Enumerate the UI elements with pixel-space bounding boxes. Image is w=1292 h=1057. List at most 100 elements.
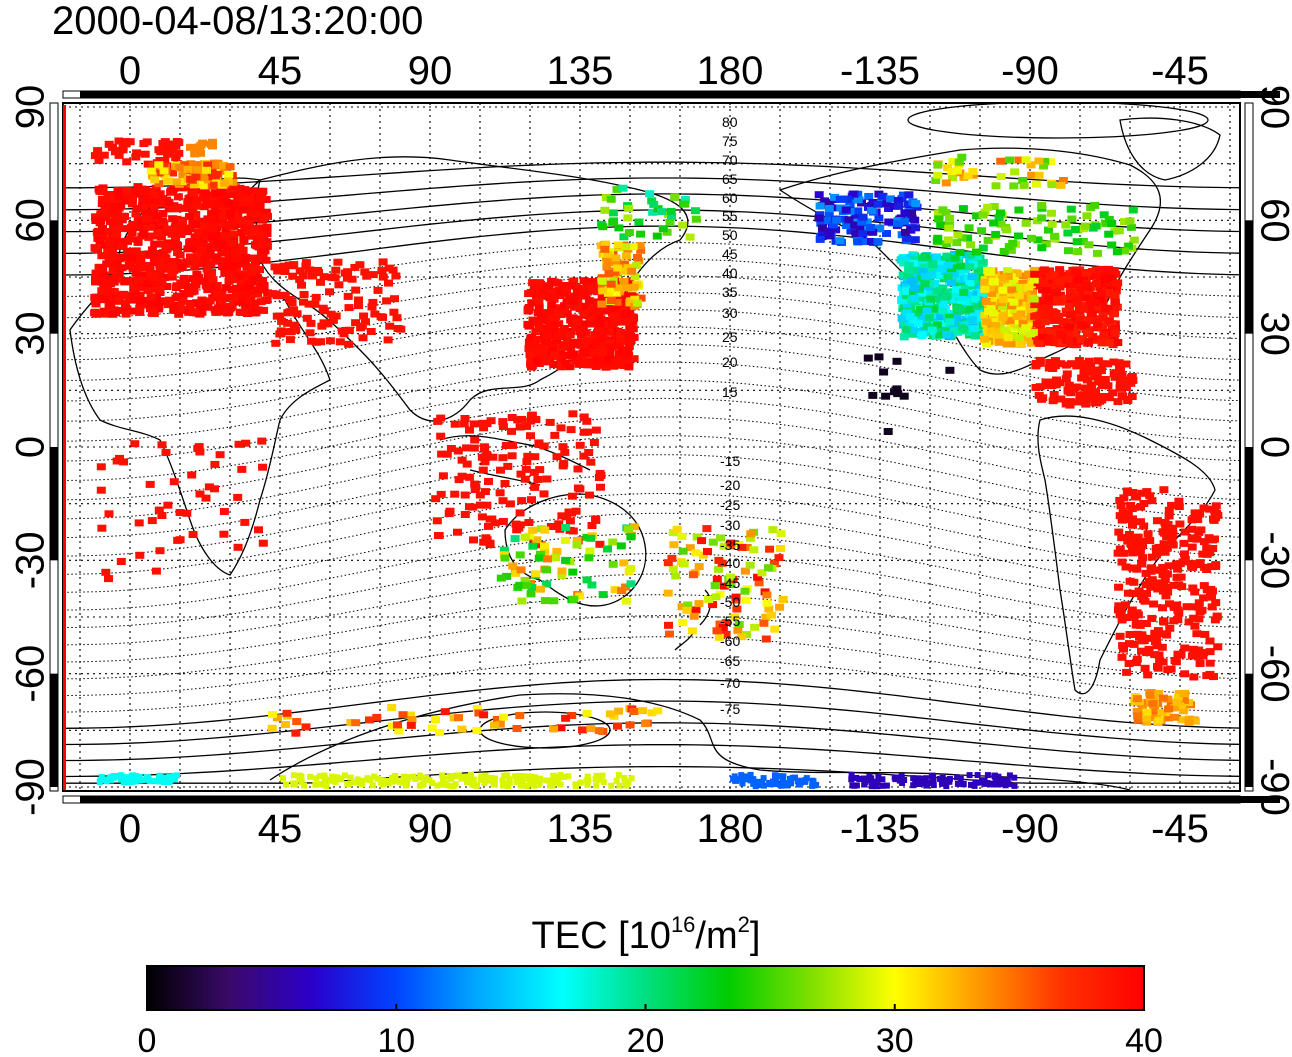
tec-cell bbox=[1065, 323, 1074, 331]
top-lon-tick-label: 0 bbox=[119, 49, 141, 93]
tec-cell bbox=[150, 240, 160, 248]
tec-cell bbox=[1132, 695, 1142, 703]
tec-cell bbox=[570, 292, 580, 300]
tec-cell bbox=[1016, 306, 1026, 314]
tec-cell bbox=[1002, 340, 1012, 348]
contour-label: -50 bbox=[720, 594, 740, 610]
contour-label: -60 bbox=[720, 633, 740, 649]
tec-cell bbox=[108, 207, 118, 215]
tec-cell bbox=[992, 777, 999, 784]
tec-cell bbox=[873, 783, 880, 790]
tec-cell bbox=[610, 586, 620, 594]
tec-cell bbox=[212, 209, 222, 217]
tec-cell bbox=[197, 260, 207, 267]
figure-title: 2000-04-08/13:20:00 bbox=[52, 0, 423, 43]
scale-segment bbox=[980, 91, 1130, 98]
tec-cell bbox=[773, 777, 780, 784]
tec-cell bbox=[968, 781, 974, 788]
tec-cell bbox=[1085, 292, 1095, 300]
tec-cell bbox=[515, 521, 525, 529]
tec-cell bbox=[229, 235, 239, 243]
tec-cell bbox=[762, 591, 772, 599]
tec-cell bbox=[622, 284, 632, 292]
tec-cell bbox=[378, 273, 388, 281]
tec-cell bbox=[234, 440, 244, 448]
tec-cell bbox=[625, 779, 632, 786]
tec-cell bbox=[1190, 717, 1200, 725]
tec-cell bbox=[460, 415, 470, 422]
tec-cell bbox=[910, 775, 917, 782]
tec-cell bbox=[1030, 312, 1040, 320]
tec-cell bbox=[526, 417, 536, 425]
tec-cell bbox=[292, 718, 302, 725]
tec-cell bbox=[658, 225, 668, 233]
tec-cell bbox=[490, 721, 499, 729]
tec-cell bbox=[545, 310, 555, 318]
tec-cell bbox=[258, 187, 268, 195]
tec-cell bbox=[978, 244, 988, 252]
tec-cell bbox=[195, 217, 205, 225]
tec-cell bbox=[153, 250, 163, 258]
tec-cell bbox=[1093, 320, 1103, 328]
tec-cell bbox=[789, 774, 796, 781]
tec-cell bbox=[922, 775, 929, 782]
tec-cell bbox=[909, 259, 919, 267]
tec-cell bbox=[256, 298, 266, 306]
tec-cell bbox=[328, 316, 338, 324]
tec-data-cells bbox=[90, 137, 1223, 790]
tec-cell bbox=[231, 284, 241, 292]
tec-cell bbox=[539, 490, 549, 498]
tec-cell bbox=[754, 778, 761, 785]
tec-cell bbox=[1209, 515, 1218, 523]
tec-cell bbox=[641, 720, 651, 728]
tec-cell bbox=[1081, 316, 1091, 324]
tec-cell bbox=[1006, 246, 1016, 254]
tec-cell bbox=[1145, 691, 1155, 699]
tec-cell bbox=[776, 545, 785, 552]
tec-cell bbox=[543, 555, 552, 563]
tec-cell bbox=[1165, 600, 1174, 608]
tec-cell bbox=[290, 772, 297, 779]
tec-cell bbox=[97, 252, 107, 260]
tec-cell bbox=[195, 490, 205, 498]
tec-cell bbox=[1109, 334, 1119, 341]
tec-cell bbox=[183, 245, 193, 253]
tec-cell bbox=[527, 496, 536, 504]
colorbar-tick-label: 10 bbox=[377, 1022, 415, 1057]
tec-cell bbox=[937, 260, 946, 268]
tec-cell bbox=[130, 440, 140, 448]
tec-cell bbox=[1062, 332, 1072, 340]
tec-cell bbox=[920, 272, 930, 280]
tec-cell bbox=[258, 277, 267, 285]
tec-cell bbox=[126, 253, 136, 261]
tec-cell bbox=[708, 601, 718, 609]
tec-cell bbox=[1210, 616, 1220, 624]
tec-cell bbox=[989, 278, 999, 286]
tec-cell bbox=[624, 204, 634, 212]
tec-cell bbox=[507, 427, 516, 435]
tec-cell bbox=[1205, 648, 1215, 656]
tec-cell bbox=[1029, 276, 1039, 284]
tec-cell bbox=[945, 214, 955, 222]
tec-cell bbox=[617, 306, 627, 313]
tec-cell bbox=[301, 723, 311, 731]
magnetic-contour bbox=[63, 361, 1240, 442]
tec-cell bbox=[1100, 269, 1110, 277]
tec-cell bbox=[1142, 590, 1151, 597]
tec-cell bbox=[161, 779, 168, 785]
tec-cell bbox=[608, 305, 618, 313]
tec-cell bbox=[997, 274, 1007, 282]
tec-cell bbox=[1090, 201, 1100, 209]
tec-cell bbox=[507, 414, 517, 421]
tec-cell bbox=[262, 242, 272, 250]
tec-cell bbox=[878, 192, 888, 200]
tec-cell bbox=[427, 724, 437, 732]
tec-cell bbox=[1129, 640, 1139, 648]
tec-cell bbox=[573, 484, 583, 492]
tec-cell bbox=[242, 263, 252, 271]
tec-cell bbox=[898, 773, 905, 780]
tec-cell bbox=[863, 354, 873, 362]
tec-cell bbox=[457, 472, 467, 480]
tec-cell bbox=[817, 224, 827, 232]
tec-cell bbox=[820, 197, 830, 205]
